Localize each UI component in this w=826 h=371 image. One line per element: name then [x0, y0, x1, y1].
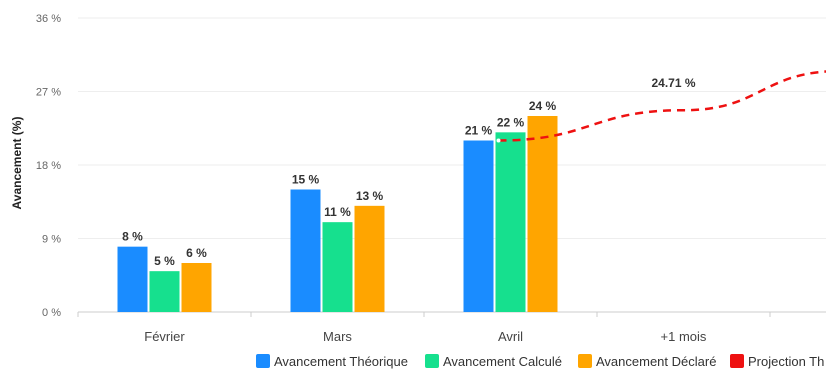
- bar: [527, 116, 558, 312]
- bar: [495, 132, 526, 312]
- projection-line: 24.71 %: [496, 70, 826, 143]
- bar-data-label: 13 %: [356, 189, 384, 203]
- legend-swatch: [730, 354, 744, 368]
- y-axis: 0 % 9 % 18 % 27 % 36 %: [36, 13, 61, 319]
- projection-start-point: [496, 138, 501, 143]
- bar-data-label: 6 %: [186, 246, 207, 260]
- legend-item[interactable]: Avancement Calculé: [425, 354, 562, 369]
- projection-data-label: 24.71 %: [651, 76, 695, 90]
- bar-data-label: 22 %: [497, 115, 525, 129]
- y-tick-label: 18 %: [36, 160, 61, 172]
- bar: [354, 205, 385, 312]
- bars: 8 % 15 % 21 % 5 % 11 % 22 % 6 % 13 % 24 %: [117, 99, 558, 312]
- bar: [117, 246, 148, 312]
- bar: [149, 271, 180, 312]
- bar-data-label: 11 %: [324, 205, 351, 219]
- x-tick-label: +1 mois: [661, 329, 707, 344]
- legend-item[interactable]: Avancement Déclaré: [578, 354, 716, 369]
- bar-data-label: 24 %: [529, 99, 557, 113]
- y-tick-label: 9 %: [42, 234, 61, 246]
- bar-data-label: 21 %: [465, 124, 493, 138]
- grid-lines: [78, 17, 826, 313]
- legend-swatch: [425, 354, 439, 368]
- y-tick-label: 36 %: [36, 13, 61, 25]
- y-tick-label: 0 %: [42, 307, 61, 319]
- legend-swatch: [578, 354, 592, 368]
- legend[interactable]: Avancement Théorique Avancement Calculé Av…: [256, 354, 824, 369]
- bar: [463, 140, 494, 312]
- bar-data-label: 8 %: [122, 230, 143, 244]
- bar: [322, 222, 353, 312]
- legend-swatch: [256, 354, 270, 368]
- x-tick-label: Février: [144, 329, 185, 344]
- y-tick-label: 27 %: [36, 87, 61, 99]
- x-axis: Février Mars Avril +1 mois: [77, 312, 771, 344]
- bar-data-label: 15 %: [292, 173, 320, 187]
- legend-item[interactable]: Avancement Théorique: [256, 354, 408, 369]
- legend-label: Projection Th: [748, 354, 824, 369]
- legend-label: Avancement Déclaré: [596, 354, 716, 369]
- legend-label: Avancement Calculé: [443, 354, 562, 369]
- legend-item[interactable]: Projection Th: [730, 354, 824, 369]
- x-tick-label: Avril: [498, 329, 523, 344]
- projection-series-line: [498, 70, 826, 142]
- x-tick-label: Mars: [323, 329, 352, 344]
- y-axis-label: Avancement (%): [10, 117, 24, 210]
- bar: [181, 263, 212, 312]
- bar-data-label: 5 %: [154, 254, 175, 268]
- legend-label: Avancement Théorique: [274, 354, 408, 369]
- bar: [290, 189, 321, 312]
